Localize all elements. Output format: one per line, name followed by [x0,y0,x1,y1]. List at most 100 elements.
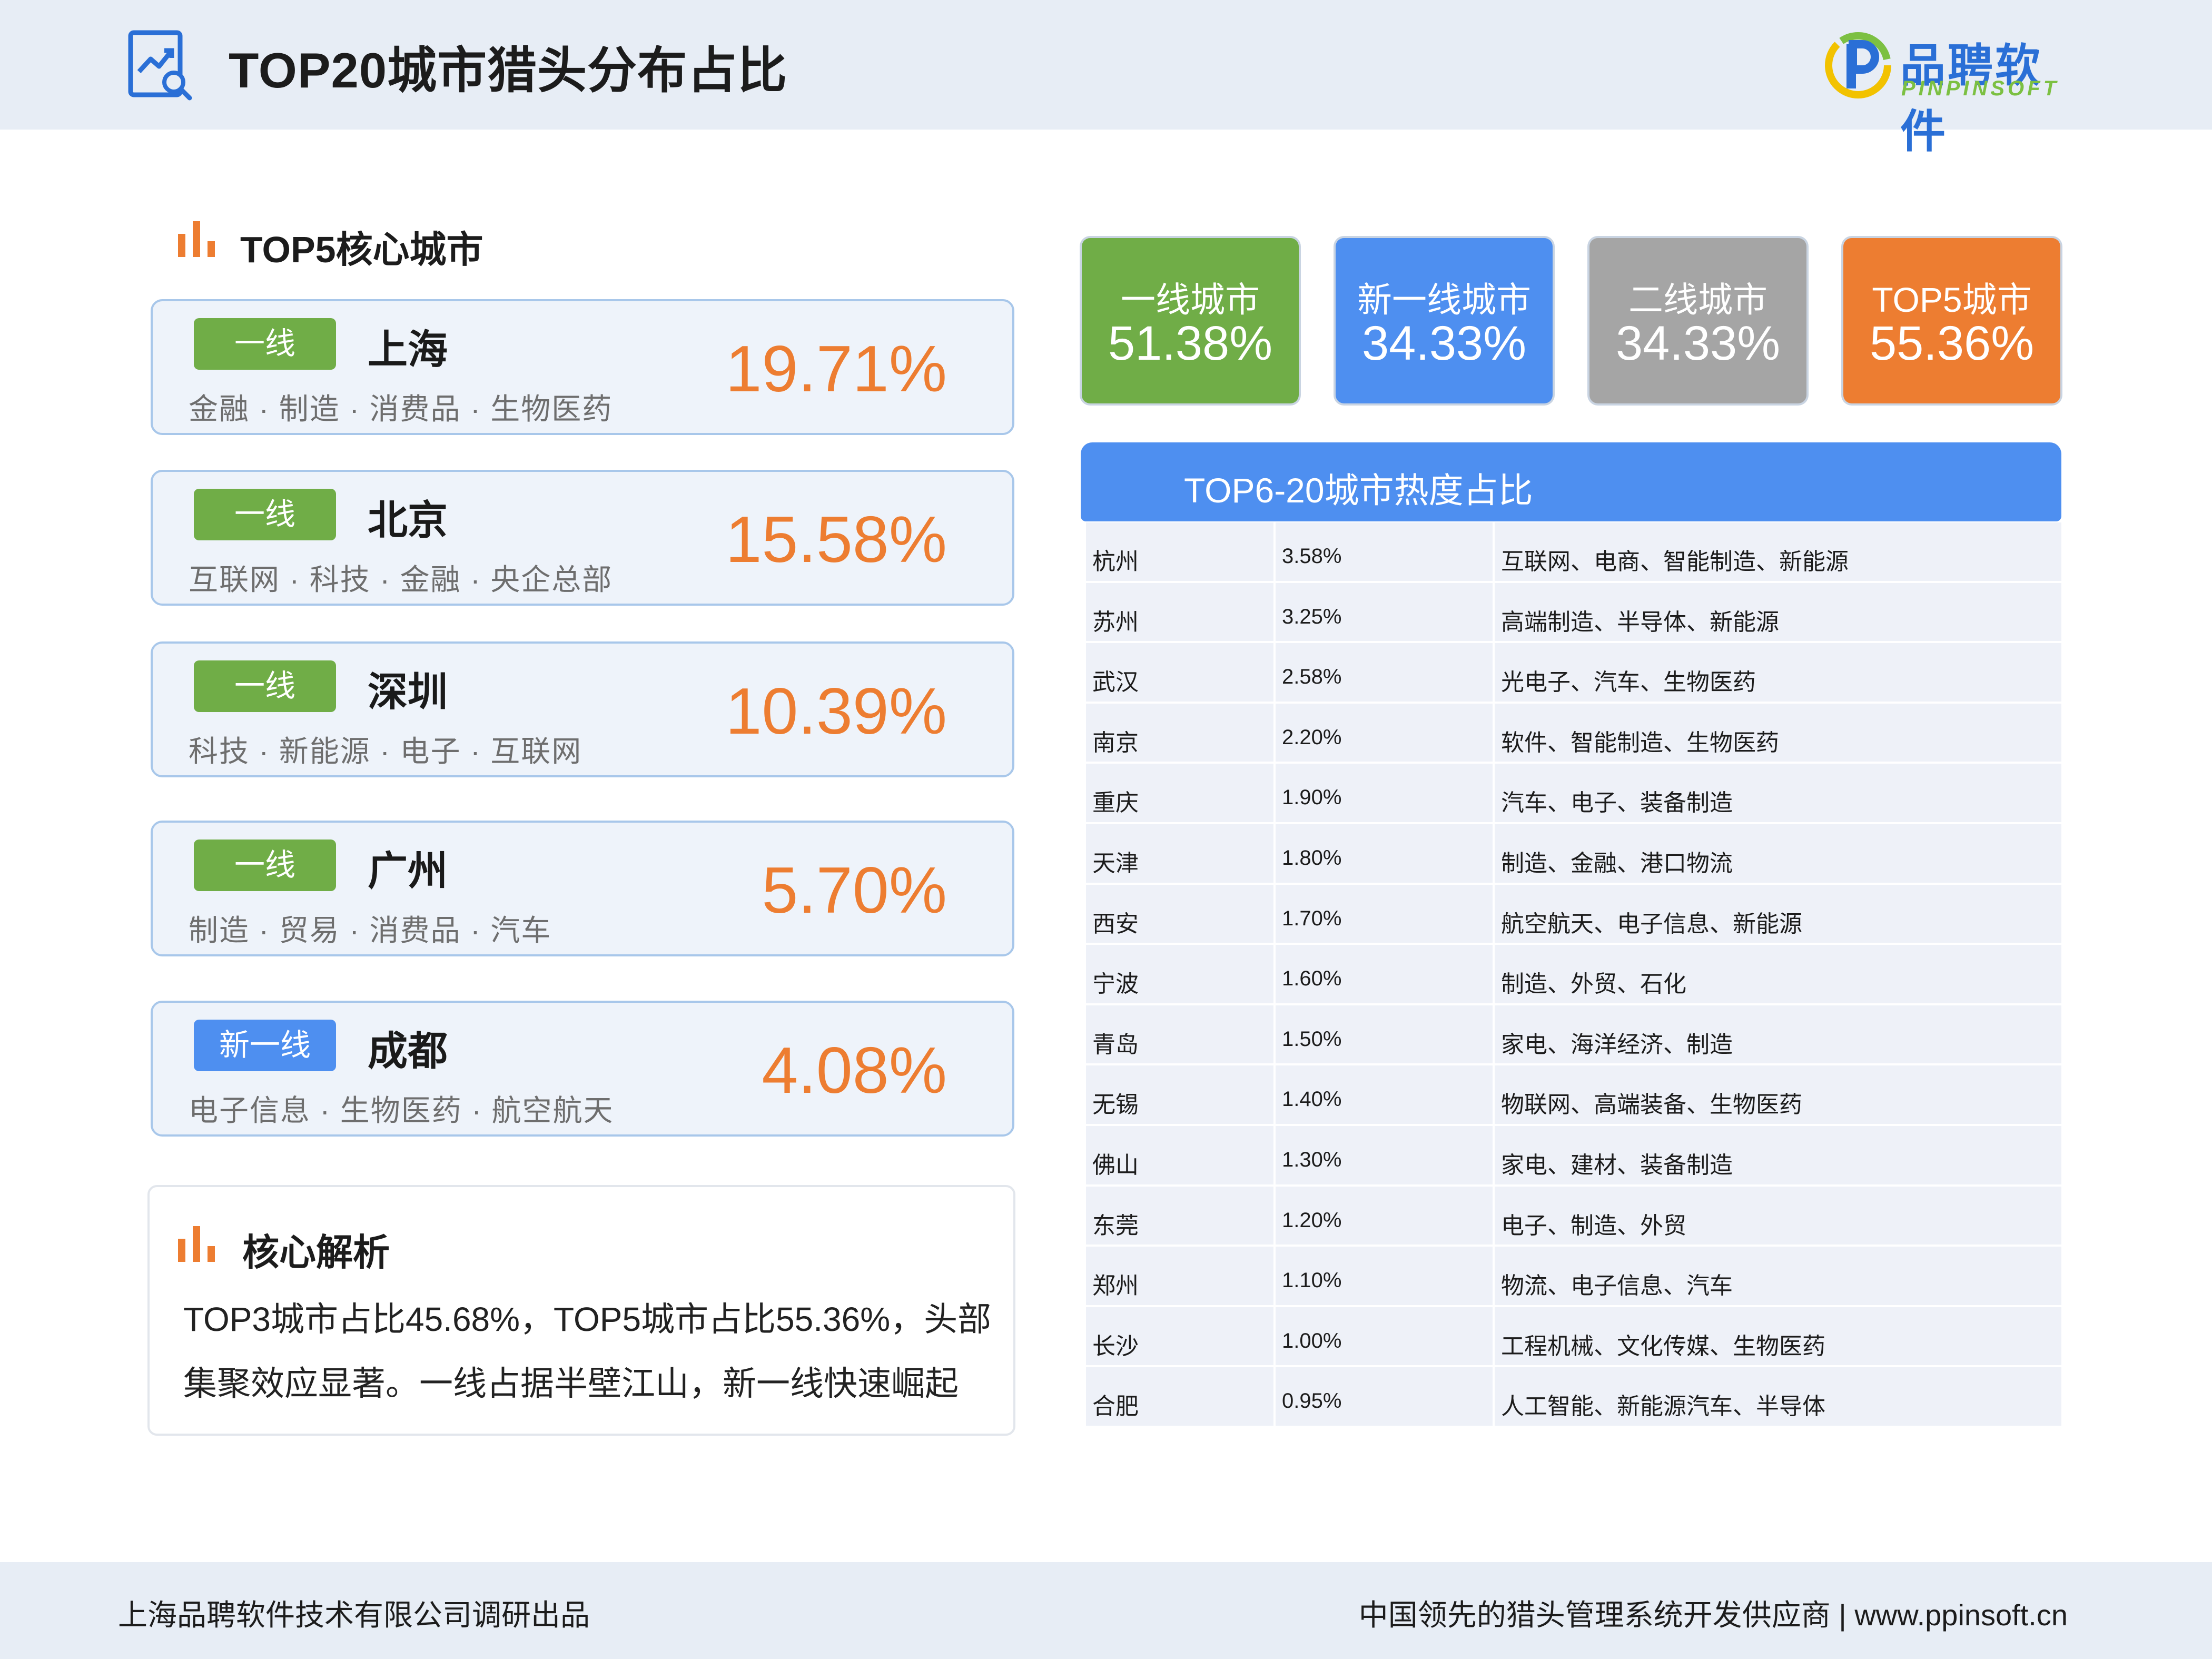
stat-label: 二线城市 [1628,280,1767,319]
pct-cell: 2.58% [1276,643,1495,702]
industries-cell: 航空航天、电子信息、新能源 [1495,885,2061,943]
table-row: 合肥 0.95% 人工智能、新能源汽车、半导体 [1086,1367,2061,1428]
pct-cell: 3.25% [1276,582,1495,641]
city-cell-text: 宁波 [1092,971,1139,998]
industries-cell-text: 光电子、汽车、生物医药 [1501,669,1756,696]
industries-cell: 人工智能、新能源汽车、半导体 [1495,1367,2061,1426]
pct-cell: 1.00% [1276,1307,1495,1366]
top5-section-title: TOP5核心城市 [240,229,483,270]
bar-chart-icon [178,221,215,257]
pct-cell-text: 1.50% [1282,1027,1342,1051]
industries-cell-text: 物流、电子信息、汽车 [1501,1273,1733,1299]
city-cell: 杭州 [1086,522,1276,581]
pct-cell: 1.30% [1276,1125,1495,1184]
industries-cell-text: 工程机械、文化传媒、生物医药 [1501,1333,1825,1359]
stat-label: 一线城市 [1121,280,1260,319]
table-row: 杭州 3.58% 互联网、电商、智能制造、新能源 [1086,522,2061,583]
industries-cell-text: 制造、金融、港口物流 [1501,850,1733,876]
city-cell: 天津 [1086,824,1276,883]
stat-value: 34.33% [1361,317,1527,370]
table-row: 佛山 1.30% 家电、建材、装备制造 [1086,1125,2061,1187]
city-cell: 苏州 [1086,582,1276,641]
pct-cell-text: 1.90% [1282,786,1342,809]
page-title: TOP20城市猎头分布占比 [229,43,788,98]
pct-cell: 2.20% [1276,703,1495,762]
pct-cell-text: 1.10% [1282,1269,1342,1292]
city-cell-text: 合肥 [1092,1394,1139,1420]
city-cell-text: 西安 [1092,911,1139,937]
city-cell: 郑州 [1086,1247,1276,1305]
stat-tier1: 一线城市 51.38% [1082,238,1299,403]
industries-cell-text: 人工智能、新能源汽车、半导体 [1501,1394,1825,1420]
industries-cell-text: 软件、智能制造、生物医药 [1501,729,1779,756]
city-cell-text: 无锡 [1092,1092,1139,1118]
industries-cell: 家电、海洋经济、制造 [1495,1005,2061,1064]
city-cell-text: 郑州 [1092,1273,1139,1299]
industries-cell: 家电、建材、装备制造 [1495,1126,2061,1184]
pct-cell: 1.10% [1276,1247,1495,1305]
city-cell-text: 重庆 [1092,790,1139,816]
pct-cell-text: 1.80% [1282,846,1342,870]
stat-new-tier1: 新一线城市 34.33% [1336,238,1553,403]
city-card-shenzhen: 一线 深圳 科技 · 新能源 · 电子 · 互联网 10.39% [151,641,1014,777]
stat-value: 55.36% [1869,317,2035,370]
city-cell: 武汉 [1086,643,1276,702]
city-percentage: 4.08% [762,1034,947,1107]
pct-cell-text: 1.00% [1282,1329,1342,1352]
industries-cell: 物流、电子信息、汽车 [1495,1247,2061,1305]
table-row: 青岛 1.50% 家电、海洋经济、制造 [1086,1005,2061,1066]
industries-cell-text: 家电、海洋经济、制造 [1501,1031,1733,1058]
table-row: 长沙 1.00% 工程机械、文化传媒、生物医药 [1086,1307,2061,1368]
industries-cell: 光电子、汽车、生物医药 [1495,643,2061,702]
industries-cell: 软件、智能制造、生物医药 [1495,704,2061,762]
city-cell: 南京 [1086,703,1276,762]
pct-cell-text: 1.60% [1282,967,1342,991]
stat-label: 新一线城市 [1357,280,1531,319]
city-name: 成都 [368,1029,448,1074]
city-industries: 金融 · 制造 · 消费品 · 生物医药 [189,392,613,426]
table-row: 武汉 2.58% 光电子、汽车、生物医药 [1086,643,2061,704]
company-logo: 品聘软件 PINPINSOFT [1822,26,2086,157]
pct-cell-text: 3.58% [1282,545,1342,568]
city-name: 上海 [368,328,448,372]
footer-company: 上海品聘软件技术有限公司调研出品 [118,1598,590,1632]
city-cell: 西安 [1086,884,1276,943]
city-cell: 青岛 [1086,1005,1276,1064]
city-cell-text: 天津 [1092,850,1139,876]
industries-cell-text: 汽车、电子、装备制造 [1501,790,1733,816]
industries-cell-text: 家电、建材、装备制造 [1501,1152,1733,1178]
industries-cell-text: 高端制造、半导体、新能源 [1501,609,1779,635]
table-row: 南京 2.20% 软件、智能制造、生物医药 [1086,703,2061,764]
pct-cell-text: 2.58% [1282,665,1342,689]
pct-cell: 1.50% [1276,1005,1495,1064]
industries-cell-text: 电子、制造、外贸 [1501,1212,1686,1239]
industries-cell: 制造、金融、港口物流 [1495,824,2061,883]
table-row: 宁波 1.60% 制造、外贸、石化 [1086,945,2061,1005]
city-cell: 长沙 [1086,1307,1276,1366]
pct-cell-text: 0.95% [1282,1389,1342,1413]
pct-cell: 0.95% [1276,1367,1495,1426]
city-name: 广州 [368,849,448,894]
industries-cell: 电子、制造、外贸 [1495,1187,2061,1245]
pct-cell-text: 1.30% [1282,1148,1342,1171]
city-cell-text: 东莞 [1092,1212,1139,1239]
industries-cell-text: 互联网、电商、智能制造、新能源 [1501,549,1849,575]
table-row: 无锡 1.40% 物联网、高端装备、生物医药 [1086,1065,2061,1126]
analysis-title: 核心解析 [242,1232,390,1273]
table-header: TOP6-20城市热度占比 [1081,442,2061,521]
industries-cell-text: 物联网、高端装备、生物医药 [1501,1092,1802,1118]
pct-cell-text: 3.25% [1282,605,1342,628]
pct-cell-text: 1.70% [1282,906,1342,930]
city-cell: 合肥 [1086,1367,1276,1426]
city-cell: 重庆 [1086,764,1276,822]
pct-cell: 1.40% [1276,1065,1495,1124]
tier-badge: 新一线 [194,1020,336,1071]
city-cell: 无锡 [1086,1065,1276,1124]
logo-name: 品聘软件 [1900,41,2042,157]
pct-cell-text: 2.20% [1282,725,1342,749]
city-industries: 电子信息 · 生物医药 · 航空航天 [189,1094,614,1127]
city-cell-text: 青岛 [1092,1031,1139,1058]
logo-p-icon [1825,32,1891,98]
footer-bar: 上海品聘软件技术有限公司调研出品 中国领先的猎头管理系统开发供应商 | www.… [0,1562,2212,1659]
pct-cell: 1.90% [1276,764,1495,822]
